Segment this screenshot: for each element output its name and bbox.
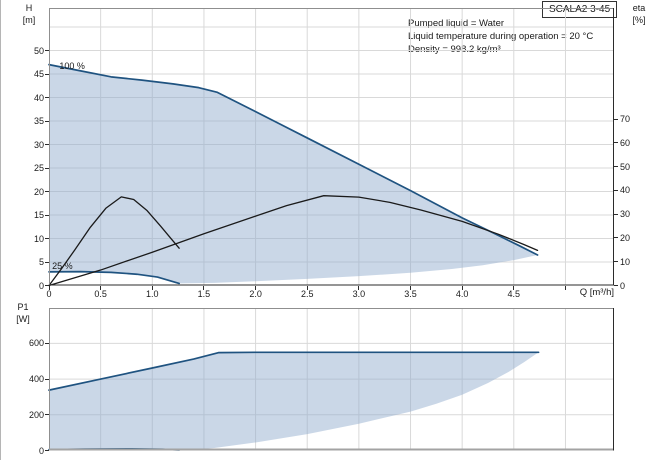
y-right-tick-mark [614, 189, 618, 191]
p1-chart-plot [48, 308, 614, 451]
h-axis-title: H [25, 3, 33, 13]
y-right-tick-mark [614, 142, 618, 144]
y-right-tick-label: 0 [620, 280, 626, 291]
p1-curve-100pct [48, 351, 540, 391]
qh-chart-plot [48, 8, 614, 287]
x-tick-mark [48, 285, 50, 290]
qh-curve-100pct [48, 63, 539, 256]
y-left-tick-mark [45, 261, 49, 263]
x-tick-label: 4.5 [507, 288, 521, 299]
y-left-tick-mark [45, 285, 49, 286]
y-left-tick-mark [45, 167, 49, 169]
curve-label: 25 % [52, 260, 73, 271]
y-right-tick-label: 30 [620, 209, 631, 220]
y-left-tick-mark [45, 50, 49, 52]
x-tick-label: 2.5 [300, 288, 314, 299]
x-tick-mark [410, 285, 412, 290]
y-right-tick-mark [614, 213, 618, 215]
y-left-tick-mark [45, 378, 49, 380]
y-left-tick-mark [45, 238, 49, 239]
y-left-tick-mark [45, 120, 49, 122]
y-left-tick-label: 600 [28, 338, 44, 349]
x-tick-label: 4.0 [455, 288, 469, 299]
y-right-tick-mark [614, 118, 618, 120]
y-left-tick-label: 30 [33, 139, 44, 150]
y-left-tick-label: 15 [33, 210, 44, 220]
q-axis-title: Q [m³/h] [579, 287, 614, 298]
y-right-tick-label: 70 [620, 114, 631, 125]
annotation-density: Density = 998.2 kg/m³ [408, 44, 501, 55]
operating-envelope [49, 64, 538, 284]
y-left-tick-mark [45, 342, 49, 344]
y-left-tick-label: 0 [38, 445, 44, 456]
x-tick-label: 3.5 [404, 288, 417, 299]
y-right-tick-mark [614, 285, 618, 286]
y-left-tick-label: 20 [33, 186, 44, 197]
y-left-tick-label: 45 [33, 69, 44, 80]
x-tick-mark [306, 285, 308, 290]
eta-axis-title: eta [632, 3, 646, 13]
x-tick-mark [358, 285, 360, 290]
y-left-tick-label: 400 [28, 374, 44, 385]
y-right-tick-mark [614, 237, 618, 239]
qh-curve-25pct [48, 270, 180, 285]
x-tick-mark [564, 285, 566, 290]
x-tick-mark [151, 285, 153, 290]
y-right-tick-label: 50 [620, 161, 631, 172]
eta-curve-25pct [48, 196, 180, 287]
x-tick-label: 3.0 [352, 288, 366, 299]
x-tick-mark [513, 285, 515, 290]
x-tick-label: 0 [46, 288, 52, 299]
y-left-tick-label: 50 [33, 45, 44, 56]
pump-type-title: SCALA2 3-45 [542, 1, 618, 18]
power-envelope [49, 352, 539, 451]
y-left-tick-label: 200 [28, 409, 44, 420]
x-tick-label: 2.0 [249, 288, 262, 299]
y-left-tick-mark [45, 214, 49, 216]
x-tick-label: 1.5 [197, 288, 211, 299]
y-left-tick-mark [45, 97, 49, 99]
x-tick-mark [203, 285, 205, 290]
y-left-tick-mark [45, 144, 49, 146]
eta-curve-100pct [48, 195, 539, 287]
y-right-tick-label: 20 [620, 232, 631, 243]
x-tick-mark [461, 285, 463, 290]
x-tick-mark [100, 285, 102, 290]
y-left-tick-mark [45, 414, 49, 416]
y-left-tick-label: 5 [38, 257, 44, 267]
y-left-tick-mark [45, 73, 49, 75]
p1-axis-unit: [W] [16, 314, 30, 324]
liquid-annotations: Pumped liquid = Water Liquid temperature… [408, 17, 593, 56]
y-right-tick-label: 60 [620, 137, 631, 148]
y-right-tick-label: 40 [620, 185, 631, 196]
curve-label: 100 % [59, 60, 85, 71]
y-right-tick-label: 10 [620, 256, 631, 267]
y-right-tick-mark [614, 166, 618, 168]
y-left-tick-label: 10 [33, 233, 44, 244]
y-left-tick-label: 35 [33, 116, 44, 127]
y-left-tick-label: 0 [38, 280, 44, 291]
h-axis-unit: [m] [22, 15, 36, 25]
x-tick-label: 0.5 [94, 288, 107, 299]
p1-axis-title: P1 [17, 302, 29, 312]
annotation-pumped-liquid: Pumped liquid = Water [408, 18, 505, 29]
y-left-tick-mark [45, 191, 49, 192]
y-left-tick-mark [45, 450, 49, 451]
x-tick-mark [255, 285, 257, 290]
x-tick-label: 1.0 [146, 288, 159, 299]
annotation-liquid-temperature: Liquid temperature during operation = 20… [408, 31, 594, 42]
y-left-tick-label: 40 [33, 92, 44, 103]
y-right-tick-mark [614, 261, 618, 263]
eta-axis-unit: [%] [632, 15, 646, 25]
y-left-tick-label: 25 [33, 163, 44, 173]
